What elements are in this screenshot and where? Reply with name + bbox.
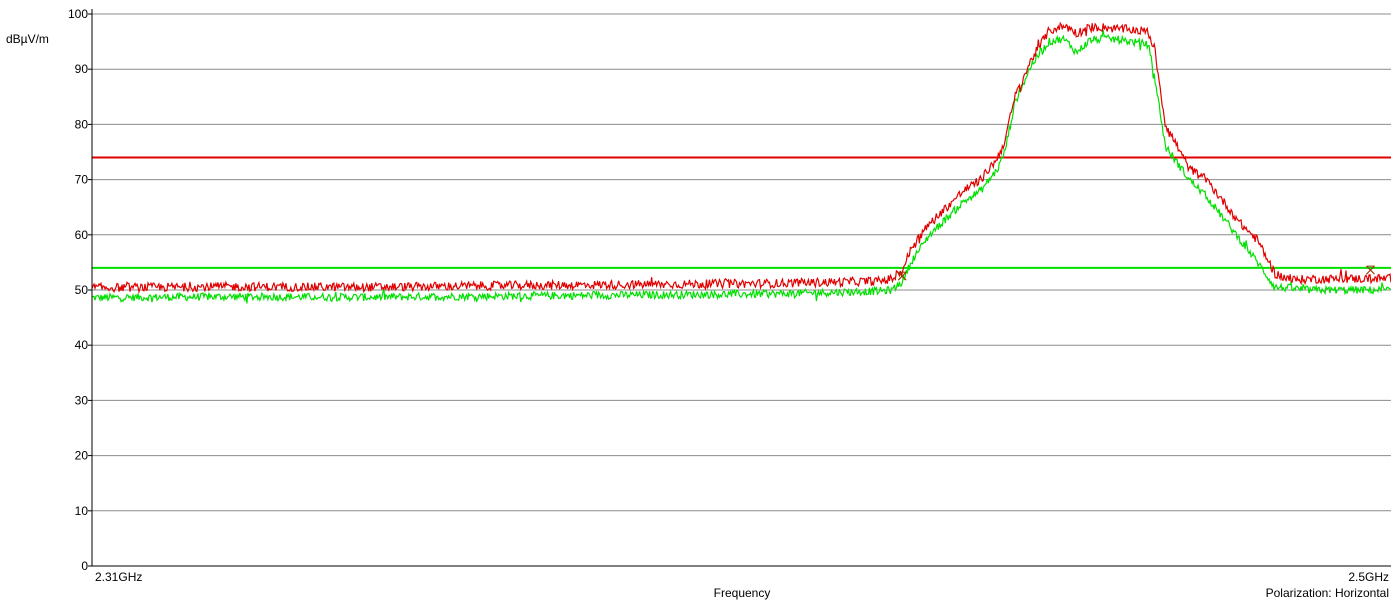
- y-tick-label-90: 90: [75, 62, 89, 76]
- limit-lines: [92, 156, 1391, 269]
- y-tick-label-0: 0: [81, 559, 88, 573]
- y-tick-label-100: 100: [68, 7, 88, 21]
- y-tick-label-20: 20: [75, 449, 89, 463]
- peak-marker-1: [897, 271, 907, 281]
- y-tick-label-50: 50: [75, 283, 89, 297]
- y-tick-label-60: 60: [75, 228, 89, 242]
- peak-marker-2: [1366, 265, 1375, 275]
- x-start-label: 2.31GHz: [95, 570, 142, 584]
- x-end-label: 2.5GHz: [1348, 570, 1389, 584]
- axes: [91, 9, 1391, 567]
- polarization-label: Polarization: Horizontal: [1266, 586, 1389, 600]
- y-tick-label-80: 80: [75, 117, 89, 131]
- x-axis-label: Frequency: [714, 586, 771, 600]
- y-tick-label-40: 40: [75, 338, 89, 352]
- y-tick-label-10: 10: [75, 504, 89, 518]
- series-trace-2: [91, 30, 1391, 304]
- peak-markers: [897, 265, 1375, 281]
- series-traces: [91, 21, 1391, 304]
- peak-marker-stroke: [1366, 265, 1375, 275]
- y-tick-label-70: 70: [75, 173, 89, 187]
- y-tick-label-30: 30: [75, 393, 89, 407]
- y-axis-label: dBµV/m: [6, 32, 49, 46]
- series-trace-1: [91, 21, 1391, 295]
- y-tick-labels: 0 10 20 30 40 50 60 70 80 90 100: [68, 7, 92, 573]
- peak-marker-stroke: [897, 271, 907, 281]
